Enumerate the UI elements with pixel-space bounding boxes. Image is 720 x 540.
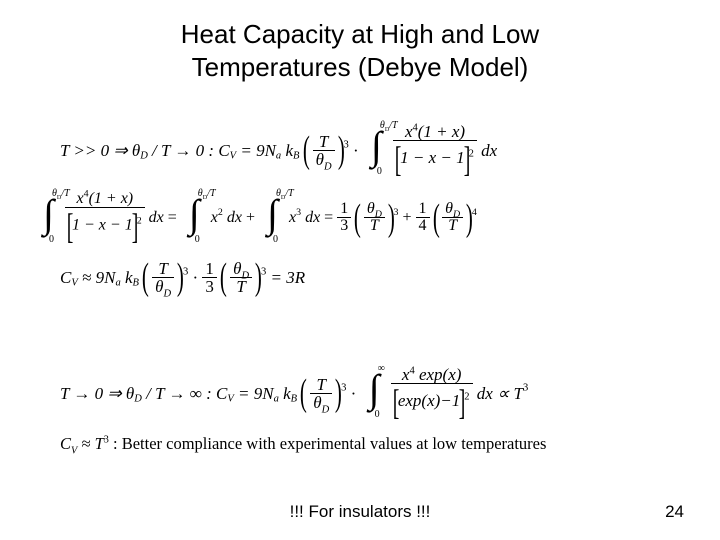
equation-cv-3r: CV ≈ 9Na kB ( T θD )3 · 13 ( θD T )3 = 3… xyxy=(60,258,690,296)
title-line2: Temperatures (Debye Model) xyxy=(192,52,529,82)
equation-low-T-cv: T → 0 ⇒ θD / T → ∞ : CV = 9Na kB ( T θD … xyxy=(60,366,690,420)
integral-1: ∫ θD/T 0 xyxy=(369,128,387,172)
integral-2b: ∫ θD/T 0 xyxy=(187,196,205,240)
title-line1: Heat Capacity at High and Low xyxy=(181,19,539,49)
slide-title: Heat Capacity at High and Low Temperatur… xyxy=(80,18,640,83)
equation-high-T-cv: T >> 0 ⇒ θD / T → 0 : CV = 9Na kB ( T θD… xyxy=(60,123,690,177)
equation-integral-expansion: ∫ θD/T 0 x4(1 + x) [1 − x − 1]2 dx = ∫ θ… xyxy=(35,191,690,244)
integral-2a: ∫ θD/T 0 xyxy=(41,196,59,240)
equation-t-cubed-note: CV ≈ T3 : Better compliance with experim… xyxy=(60,436,690,453)
integral-2c: ∫ θD/T 0 xyxy=(265,196,283,240)
footer-note: !!! For insulators !!! xyxy=(0,502,720,522)
integral-4: ∫ ∞ 0 xyxy=(367,371,385,415)
page-number: 24 xyxy=(665,502,684,522)
